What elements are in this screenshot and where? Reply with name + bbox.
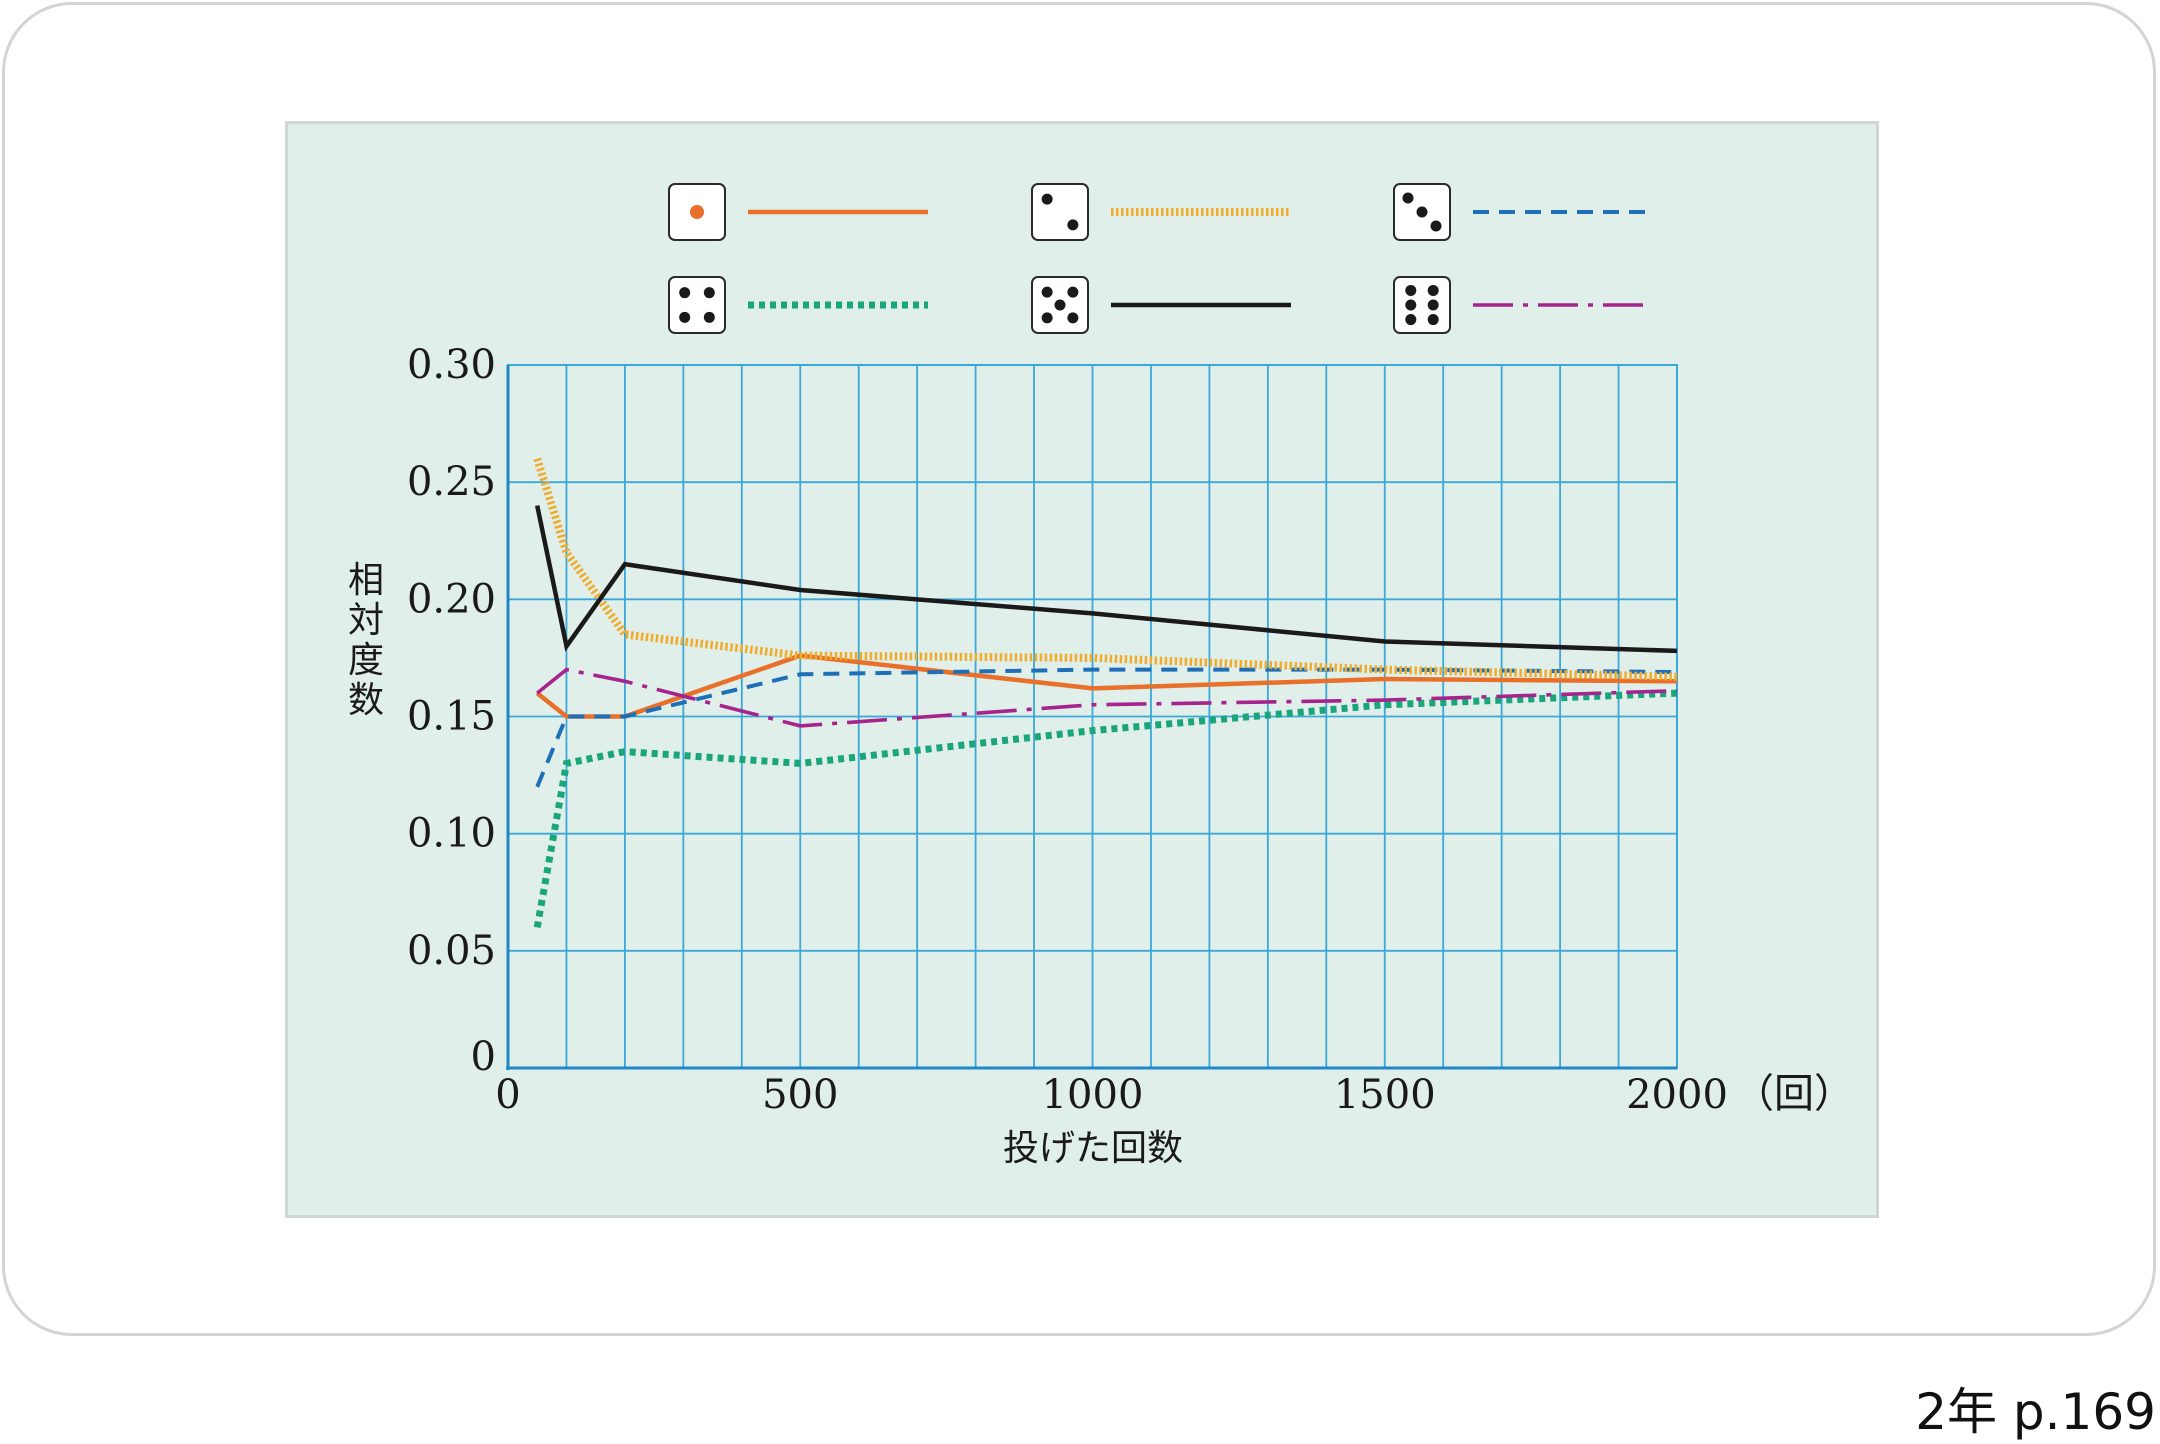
x-axis-unit: （回） bbox=[1734, 1071, 1854, 1117]
legend-entry-face-5 bbox=[1031, 276, 1291, 334]
x-tick-label: 2000 bbox=[1626, 1072, 1728, 1118]
die-pip bbox=[1067, 286, 1079, 298]
chart-ticks: 0 0.05 0.10 0.15 0.20 0.25 0.30 0 500 1000 1500 200… bbox=[407, 342, 1728, 1118]
legend-entry-face-6 bbox=[1393, 276, 1653, 334]
die-pip bbox=[1041, 193, 1053, 205]
die-face-6-icon bbox=[1393, 276, 1451, 334]
y-tick-label: 0.15 bbox=[407, 694, 496, 740]
die-pip bbox=[703, 287, 715, 299]
legend bbox=[668, 183, 1653, 334]
y-tick-label: 0.10 bbox=[407, 811, 496, 857]
die-pip bbox=[1430, 220, 1442, 232]
die-pip bbox=[679, 311, 691, 323]
series-line-face-4 bbox=[533, 689, 1678, 929]
die-pip bbox=[1405, 284, 1417, 296]
series-line-face-6 bbox=[536, 667, 1678, 728]
x-tick-label: 1000 bbox=[1042, 1072, 1144, 1118]
die-pip bbox=[1402, 192, 1414, 204]
die-pip bbox=[1427, 314, 1439, 326]
die-face-4-icon bbox=[668, 276, 726, 334]
y-tick-label: 0.20 bbox=[407, 576, 496, 622]
die-pip bbox=[1427, 284, 1439, 296]
die-pip bbox=[1041, 312, 1053, 324]
die-pip bbox=[1067, 312, 1079, 324]
die-pip bbox=[1405, 314, 1417, 326]
series-line-face-5 bbox=[534, 505, 1678, 654]
die-pip bbox=[1416, 206, 1428, 218]
die-pip bbox=[679, 287, 691, 299]
y-tick-label: 0.05 bbox=[407, 928, 496, 974]
legend-entry-face-4 bbox=[668, 276, 928, 334]
y-tick-label: 0 bbox=[471, 1034, 496, 1080]
die-pip bbox=[1427, 299, 1439, 311]
die-pip bbox=[1067, 219, 1079, 231]
die-pip bbox=[1054, 299, 1066, 311]
page-reference: 2年 p.169 bbox=[1915, 1383, 2156, 1441]
y-tick-label: 0.25 bbox=[407, 459, 496, 505]
legend-entry-face-1 bbox=[668, 183, 928, 241]
legend-entry-face-3 bbox=[1393, 183, 1653, 241]
legend-entry-face-2 bbox=[1031, 183, 1291, 241]
series-line-face-2 bbox=[533, 457, 1678, 681]
die-pip bbox=[1405, 299, 1417, 311]
die-pip bbox=[690, 205, 704, 219]
die-pip bbox=[703, 311, 715, 323]
x-tick-label: 500 bbox=[762, 1072, 838, 1118]
die-face-2-icon bbox=[1031, 183, 1089, 241]
chart-series bbox=[533, 457, 1678, 929]
die-pip bbox=[1041, 286, 1053, 298]
x-tick-label: 1500 bbox=[1334, 1072, 1436, 1118]
y-axis-title: 相対度数 bbox=[348, 560, 384, 721]
series-line-face-1 bbox=[535, 653, 1678, 719]
y-tick-label: 0.30 bbox=[407, 342, 496, 388]
x-axis-title: 投げた回数 bbox=[1003, 1128, 1183, 1169]
x-tick-label: 0 bbox=[495, 1072, 520, 1118]
chart-grid bbox=[506, 364, 1678, 1070]
